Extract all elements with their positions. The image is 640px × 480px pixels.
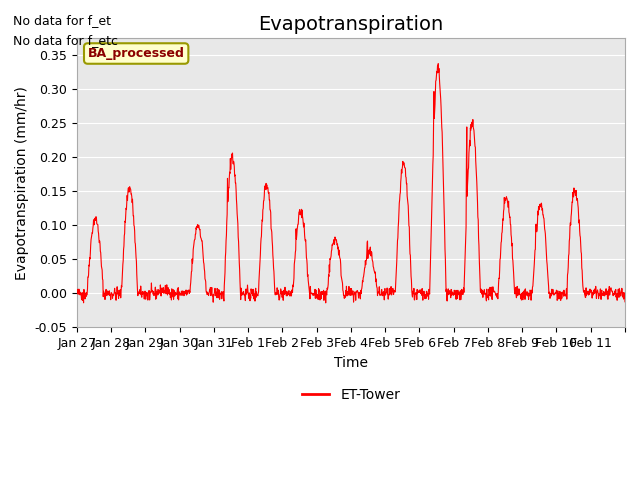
Text: No data for f_et: No data for f_et	[13, 14, 111, 27]
Legend: ET-Tower: ET-Tower	[296, 382, 406, 407]
Y-axis label: Evapotranspiration (mm/hr): Evapotranspiration (mm/hr)	[15, 86, 29, 280]
X-axis label: Time: Time	[334, 356, 368, 370]
Title: Evapotranspiration: Evapotranspiration	[259, 15, 444, 34]
Text: No data for f_etc: No data for f_etc	[13, 34, 118, 47]
Text: BA_processed: BA_processed	[88, 47, 184, 60]
